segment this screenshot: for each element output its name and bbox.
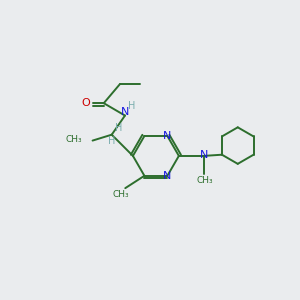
Text: H: H bbox=[128, 101, 135, 111]
Text: CH₃: CH₃ bbox=[112, 190, 129, 199]
Text: N: N bbox=[200, 150, 208, 160]
Text: H: H bbox=[108, 136, 116, 146]
Text: N: N bbox=[163, 131, 172, 141]
Text: CH₃: CH₃ bbox=[66, 136, 82, 145]
Text: O: O bbox=[82, 98, 91, 108]
Text: H: H bbox=[115, 123, 122, 133]
Text: N: N bbox=[121, 107, 129, 117]
Text: CH₃: CH₃ bbox=[196, 176, 213, 185]
Text: N: N bbox=[163, 171, 172, 181]
